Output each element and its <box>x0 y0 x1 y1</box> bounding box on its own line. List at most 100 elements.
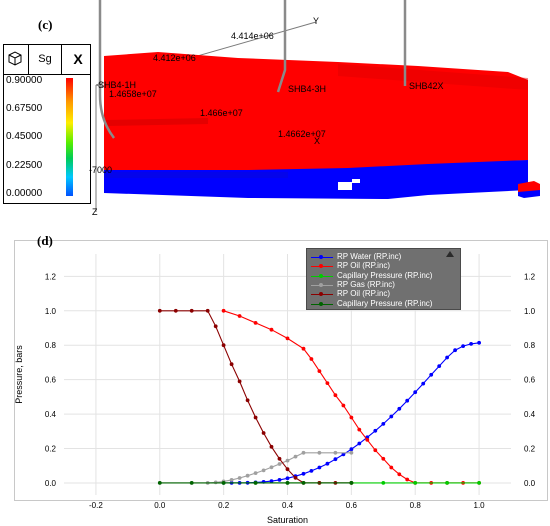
data-point-4 <box>189 308 194 313</box>
panel-c-label: (c) <box>38 17 53 32</box>
series-layer <box>157 308 481 485</box>
data-point-0 <box>453 348 457 353</box>
legend-swatch-marker <box>319 255 323 259</box>
data-point-1 <box>285 336 290 341</box>
legend-entry[interactable]: RP Oil (RP.inc) <box>307 289 462 298</box>
data-point-0 <box>437 364 442 368</box>
x-tick-label: 0.2 <box>218 501 230 510</box>
y-tick-label: 0.6 <box>45 376 57 385</box>
close-button[interactable]: X <box>73 51 83 67</box>
colorbar-tick: 0.45000 <box>6 131 43 142</box>
colorbar-tick: 0.22500 <box>6 160 43 171</box>
y2-tick-label: 0.2 <box>524 445 536 454</box>
data-point-1 <box>253 321 258 325</box>
data-point-4 <box>293 475 298 480</box>
legend-swatch-marker <box>319 292 323 297</box>
data-point-0 <box>277 478 282 482</box>
colorbar-tick: 0.67500 <box>6 103 43 114</box>
data-point-0 <box>285 476 290 481</box>
colorbar-tick: 0.90000 <box>6 75 43 86</box>
legend-label: Capillary Pressure (RP.inc) <box>337 298 433 308</box>
colorbar-legend: Sg X 0.90000 0.67500 0.45000 0.22500 0.0… <box>3 44 91 204</box>
x-tick-label: 1.4662e+07 <box>278 129 326 139</box>
x-axis-title: Saturation <box>267 515 308 525</box>
data-point-0 <box>381 422 386 426</box>
reservoir-3d-canvas <box>95 0 540 212</box>
data-point-0 <box>405 398 410 403</box>
data-point-5 <box>189 481 194 485</box>
cube-icon[interactable] <box>7 50 23 66</box>
data-point-1 <box>405 477 410 482</box>
y-tick-label: 0.0 <box>45 479 57 488</box>
data-point-2 <box>445 481 449 485</box>
data-point-0 <box>357 441 362 446</box>
legend-label: Capillary Pressure (RP.inc) <box>337 270 433 280</box>
x-axis-label: X <box>314 136 321 146</box>
data-point-0 <box>429 372 434 377</box>
data-point-0 <box>309 469 314 473</box>
data-point-5 <box>349 481 354 485</box>
panel-d-label: (d) <box>37 233 53 248</box>
data-point-4 <box>229 362 234 367</box>
data-point-2 <box>413 481 418 485</box>
y2-tick-label: 0.6 <box>524 376 536 385</box>
data-point-0 <box>317 465 322 470</box>
data-point-1 <box>357 427 362 432</box>
data-point-0 <box>341 452 346 457</box>
legend-entry[interactable]: Capillary Pressure (RP.inc) <box>307 270 462 280</box>
legend-swatch-marker <box>319 282 323 287</box>
well-label: SHB42X <box>409 81 444 91</box>
legend-label: RP Gas (RP.inc) <box>337 279 395 289</box>
data-point-4 <box>261 431 266 435</box>
y-tick-label: 4.414e+06 <box>231 31 274 41</box>
data-point-1 <box>221 308 226 313</box>
data-point-4 <box>213 324 218 329</box>
data-point-3 <box>293 454 298 459</box>
data-point-1 <box>341 403 346 408</box>
data-point-3 <box>269 465 274 470</box>
data-point-1 <box>237 314 242 318</box>
data-point-1 <box>389 465 394 470</box>
data-point-3 <box>261 468 266 473</box>
data-point-3 <box>237 476 242 480</box>
legend-entry[interactable]: RP Oil (RP.inc) <box>307 261 462 270</box>
y-axis-title: Pressure, bars <box>14 345 24 404</box>
data-point-4 <box>253 415 258 420</box>
data-point-5 <box>285 481 290 485</box>
legend-swatch-marker <box>319 264 323 269</box>
data-point-4 <box>269 444 274 449</box>
legend-collapse-icon[interactable] <box>446 251 454 257</box>
legend-entry[interactable]: RP Gas (RP.inc) <box>307 279 462 289</box>
data-point-5 <box>157 481 162 485</box>
data-point-1 <box>365 438 370 442</box>
x-tick-label: 0.0 <box>154 501 166 510</box>
x-tick-label: 0.6 <box>346 501 358 510</box>
relative-permeability-chart[interactable]: -0.2 0.0 0.2 0.4 0.6 0.8 1.0 0.0 0.2 0.4 0.6 0.8 1.0… <box>14 240 548 526</box>
y-tick-label: 4.412e+06 <box>153 53 196 63</box>
data-point-0 <box>477 340 481 345</box>
x-tick-label: 1.466e+07 <box>200 108 243 118</box>
data-point-4 <box>173 308 178 313</box>
colorbar-header: Sg X <box>4 45 90 75</box>
y2-tick-label: 0.8 <box>524 341 536 350</box>
chart-legend[interactable]: RP Water (RP.inc) RP Oil (RP.inc) Capillar… <box>306 248 461 310</box>
data-point-0 <box>373 428 378 433</box>
reservoir-3d-view[interactable]: Y 4.414e+06 4.412e+06 SHB4-1H 1.4658e+07… <box>88 0 550 225</box>
z-tick-label: -7000 <box>89 165 113 175</box>
data-point-3 <box>277 462 282 466</box>
data-point-1 <box>309 357 314 361</box>
data-point-4 <box>237 379 242 384</box>
y-tick-label: 1.2 <box>45 272 57 281</box>
y-tick-label: 0.8 <box>45 341 57 350</box>
colorbar-gradient <box>66 78 73 196</box>
y2-tick-label: 1.2 <box>524 272 536 281</box>
data-point-2 <box>477 481 481 485</box>
data-point-1 <box>373 448 378 453</box>
legend-entry[interactable]: RP Water (RP.inc) <box>307 252 462 261</box>
data-point-3 <box>349 450 354 455</box>
data-point-4 <box>285 467 290 472</box>
well-label: SHB4-1H <box>98 80 137 90</box>
x-tick-label: -0.2 <box>89 501 103 510</box>
legend-entry[interactable]: Capillary Pressure (RP.inc) <box>307 298 462 308</box>
colorbar-variable[interactable]: Sg <box>28 45 62 74</box>
